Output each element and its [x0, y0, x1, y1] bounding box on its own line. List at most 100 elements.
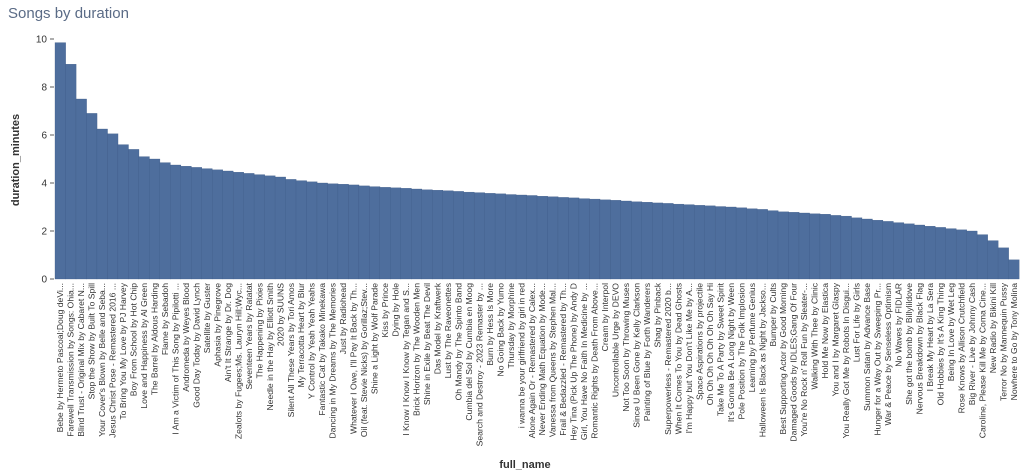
- bar[interactable]: [557, 197, 569, 280]
- bar[interactable]: [348, 184, 360, 280]
- bar[interactable]: [756, 209, 768, 280]
- bar[interactable]: [222, 170, 234, 280]
- bar[interactable]: [96, 128, 108, 280]
- bar[interactable]: [746, 208, 758, 280]
- bar[interactable]: [515, 194, 527, 280]
- bar[interactable]: [432, 190, 444, 280]
- bar[interactable]: [180, 166, 192, 280]
- bar[interactable]: [159, 162, 171, 280]
- bar[interactable]: [819, 214, 831, 280]
- bar[interactable]: [316, 182, 328, 280]
- bar[interactable]: [285, 179, 297, 280]
- bar[interactable]: [599, 199, 611, 280]
- bar[interactable]: [777, 211, 789, 280]
- x-tick-label: Pole Position by The Folk Implosion: [736, 283, 746, 420]
- bar[interactable]: [442, 190, 454, 280]
- bar[interactable]: [411, 188, 423, 280]
- bar[interactable]: [610, 200, 622, 280]
- bar[interactable]: [798, 212, 810, 280]
- bar[interactable]: [453, 191, 464, 280]
- bar[interactable]: [107, 133, 119, 280]
- x-tick-label: No Waves by FIDLAR: [894, 283, 904, 367]
- bar[interactable]: [694, 205, 705, 280]
- bar[interactable]: [306, 181, 318, 280]
- bar[interactable]: [945, 228, 957, 280]
- bar[interactable]: [201, 168, 213, 280]
- bar[interactable]: [714, 206, 726, 280]
- bar[interactable]: [191, 167, 203, 280]
- bar[interactable]: [149, 158, 161, 280]
- bar[interactable]: [212, 169, 223, 280]
- bar[interactable]: [327, 183, 339, 280]
- bar[interactable]: [840, 215, 852, 280]
- bar[interactable]: [935, 227, 946, 280]
- bar[interactable]: [379, 187, 391, 280]
- bar[interactable]: [505, 194, 517, 280]
- bar[interactable]: [578, 198, 590, 280]
- bar[interactable]: [526, 195, 538, 280]
- bar[interactable]: [54, 42, 66, 280]
- bar[interactable]: [641, 202, 653, 280]
- y-axis-title: duration_minutes: [10, 114, 22, 206]
- bar[interactable]: [872, 220, 884, 280]
- bar[interactable]: [128, 149, 140, 280]
- bar[interactable]: [631, 201, 643, 280]
- bar[interactable]: [903, 223, 915, 280]
- bar[interactable]: [914, 224, 925, 280]
- bar[interactable]: [421, 189, 433, 280]
- bar[interactable]: [882, 221, 894, 280]
- bar[interactable]: [536, 196, 548, 280]
- bar[interactable]: [809, 213, 821, 280]
- bar[interactable]: [788, 212, 800, 280]
- bar[interactable]: [494, 193, 506, 280]
- bar[interactable]: [170, 164, 182, 280]
- bar[interactable]: [358, 185, 370, 280]
- bar[interactable]: [86, 113, 98, 280]
- bar[interactable]: [589, 198, 601, 280]
- bar[interactable]: [253, 174, 265, 280]
- bar[interactable]: [725, 206, 737, 280]
- bar[interactable]: [337, 184, 349, 280]
- bar[interactable]: [861, 218, 873, 280]
- bar[interactable]: [484, 193, 496, 280]
- bar[interactable]: [893, 222, 905, 280]
- x-tick-label: Big River - Live by Johnny Cash: [967, 283, 977, 405]
- bar[interactable]: [295, 180, 307, 280]
- bar[interactable]: [704, 205, 716, 280]
- bar[interactable]: [390, 187, 402, 280]
- bar[interactable]: [851, 217, 863, 280]
- bar[interactable]: [369, 186, 381, 280]
- bar[interactable]: [767, 210, 779, 280]
- bar[interactable]: [232, 172, 244, 280]
- bar[interactable]: [683, 204, 695, 280]
- bar[interactable]: [673, 203, 684, 280]
- bar[interactable]: [400, 188, 412, 280]
- bar[interactable]: [568, 197, 580, 280]
- bar[interactable]: [65, 64, 77, 280]
- bar[interactable]: [243, 173, 255, 280]
- bar[interactable]: [75, 98, 87, 280]
- bar[interactable]: [924, 226, 936, 280]
- bar[interactable]: [662, 203, 674, 280]
- bar[interactable]: [264, 175, 276, 280]
- bar[interactable]: [117, 144, 129, 280]
- bar[interactable]: [735, 207, 747, 280]
- bar[interactable]: [620, 200, 632, 280]
- bar[interactable]: [1008, 259, 1020, 280]
- bar[interactable]: [473, 192, 485, 280]
- bar[interactable]: [955, 229, 967, 280]
- x-tick-label: Lust by The Raveonettes: [443, 283, 453, 378]
- bar[interactable]: [830, 215, 842, 280]
- bar[interactable]: [966, 230, 978, 280]
- x-tick-label: Zealots by Fugees;Ms. Lauryn Hill;Wyc...: [233, 283, 243, 439]
- x-tick-label: Since U Been Gone by Kelly Clarkson: [632, 283, 642, 428]
- y-tick-label: 0: [41, 275, 47, 286]
- bar[interactable]: [976, 234, 988, 280]
- bar[interactable]: [463, 191, 475, 280]
- bar[interactable]: [274, 176, 286, 280]
- bar[interactable]: [547, 196, 559, 280]
- bar[interactable]: [997, 247, 1009, 280]
- bar[interactable]: [987, 240, 999, 280]
- bar[interactable]: [652, 202, 664, 280]
- bar[interactable]: [138, 156, 150, 280]
